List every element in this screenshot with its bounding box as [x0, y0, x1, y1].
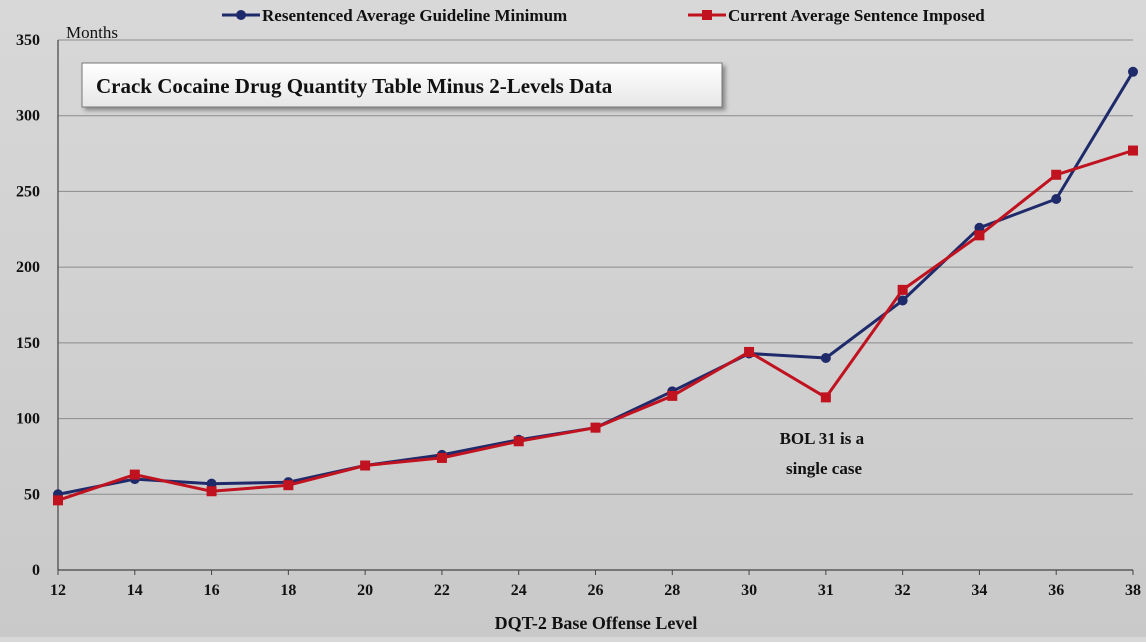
legend-item-1: Resentenced Average Guideline Minimum [222, 6, 567, 25]
y-tick-label: 100 [16, 411, 40, 428]
series-line [57, 149, 1134, 502]
data-point [1128, 66, 1138, 77]
y-tick-label: 250 [16, 183, 40, 200]
data-point [206, 478, 217, 489]
x-tick-label: 20 [357, 582, 373, 599]
legend-label: Current Average Sentence Imposed [728, 6, 985, 25]
data-point [1128, 145, 1138, 156]
data-point [897, 284, 908, 295]
y-tick-label: 50 [24, 486, 40, 503]
x-tick-label: 36 [1048, 582, 1064, 599]
x-tick-label: 14 [127, 582, 143, 599]
x-tick-label: 26 [588, 582, 604, 599]
x-tick-label: 31 [818, 582, 834, 599]
data-point [129, 469, 140, 480]
x-tick-label: 16 [204, 582, 220, 599]
data-point [974, 230, 985, 241]
data-point [53, 495, 63, 506]
data-point [513, 436, 524, 447]
series-lines [53, 66, 1138, 506]
data-point [360, 460, 371, 471]
axes: 0 50 100 150 200 250 300 350 12 14 16 18 20 22 24 26 28 3… [16, 32, 1141, 599]
legend-label: Resentenced Average Guideline Minimum [262, 6, 567, 25]
legend-item-2: Current Average Sentence Imposed [688, 6, 985, 25]
x-tick-label: 32 [895, 582, 911, 599]
data-point [436, 452, 447, 463]
data-point [820, 353, 831, 363]
data-point [206, 486, 217, 497]
data-point [897, 295, 908, 306]
data-point [820, 392, 831, 403]
chart-title-frame [81, 62, 723, 108]
legend-swatch-marker [236, 10, 246, 20]
y-units-label: Months [66, 23, 118, 42]
annotation-line-1: BOL 31 is a [780, 429, 865, 448]
annotation-line-2: single case [786, 459, 862, 478]
x-tick-label: 22 [434, 582, 450, 599]
x-tick-label: 18 [280, 582, 296, 599]
data-point [1051, 194, 1062, 204]
data-point [744, 346, 755, 357]
series-1 [53, 66, 1138, 500]
x-tick-label: 38 [1125, 582, 1141, 599]
x-tick-label: 34 [971, 582, 987, 599]
legend: Resentenced Average Guideline Minimum Cur… [222, 6, 985, 25]
y-tick-label: 200 [16, 259, 40, 276]
x-axis-title: DQT-2 Base Offense Level [495, 613, 698, 633]
y-tick-label: 150 [16, 335, 40, 352]
y-tick-label: 350 [16, 32, 40, 49]
grid-lines [58, 39, 1133, 495]
data-point [974, 222, 985, 233]
data-point [283, 480, 294, 491]
x-tick-label: 30 [741, 582, 757, 599]
legend-swatch-marker [702, 10, 712, 20]
annotation-bol31: BOL 31 is a single case [780, 429, 869, 478]
chart-title: Crack Cocaine Drug Quantity Table Minus … [96, 74, 613, 98]
y-tick-label: 300 [16, 108, 40, 125]
x-tick-label: 24 [511, 582, 527, 599]
data-point [1051, 169, 1062, 180]
data-point [667, 390, 678, 401]
data-point [590, 422, 601, 433]
x-tick-label: 12 [50, 582, 66, 599]
series-2 [53, 145, 1138, 506]
x-tick-label: 28 [664, 582, 680, 599]
chart-title-box: Crack Cocaine Drug Quantity Table Minus … [81, 62, 723, 108]
y-tick-label: 0 [32, 562, 40, 579]
